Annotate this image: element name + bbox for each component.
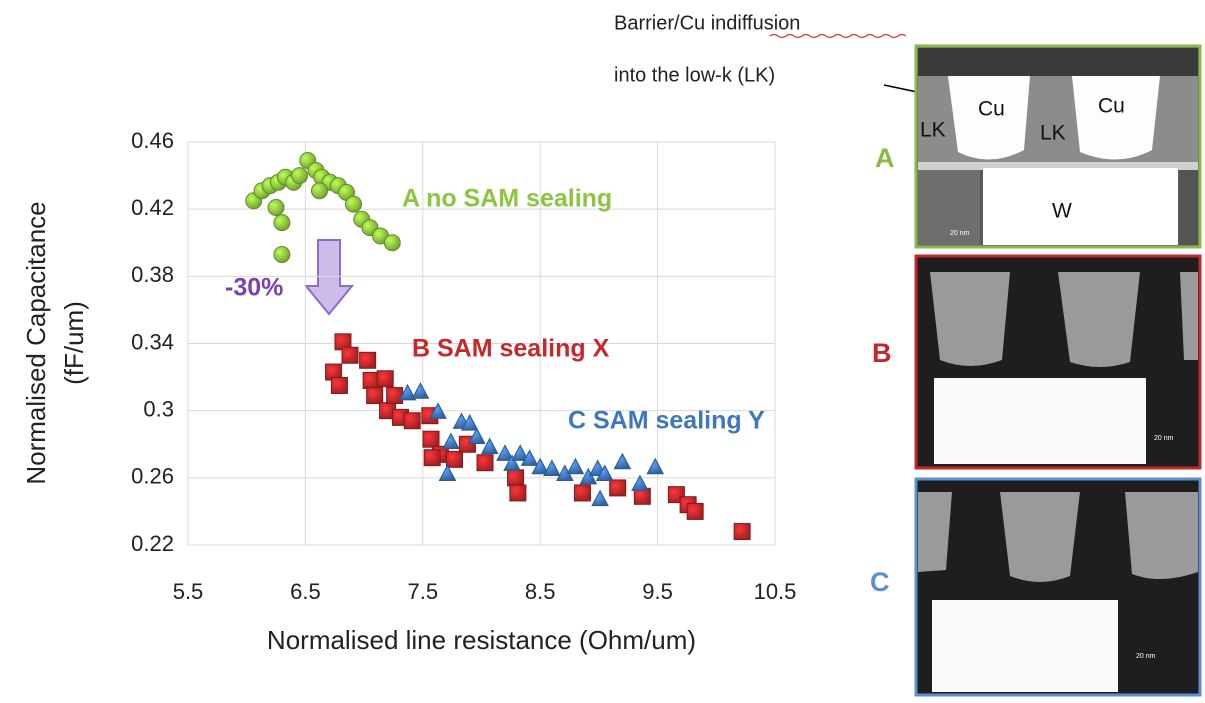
image-label: Cu <box>978 98 1005 121</box>
marker <box>445 450 463 468</box>
marker <box>509 484 527 502</box>
y-tick-label: 0.38 <box>131 262 174 287</box>
marker <box>460 414 479 431</box>
x-tick-label: 8.5 <box>525 579 556 604</box>
scale-bar-label: 20 nm <box>950 230 970 237</box>
marker <box>686 502 704 520</box>
x-tick-label: 7.5 <box>408 579 439 604</box>
x-tick-label: 5.5 <box>173 579 204 604</box>
y-tick-label: 0.46 <box>131 128 174 153</box>
image-label: Cu <box>1098 95 1125 118</box>
panel-b <box>914 254 1202 470</box>
y-tick-label: 0.42 <box>131 195 174 220</box>
marker <box>330 376 348 394</box>
marker <box>566 457 585 475</box>
marker <box>476 454 494 472</box>
note-line: Barrier/Cu indiffusion <box>614 12 800 34</box>
marker <box>423 449 441 467</box>
marker <box>273 214 291 232</box>
y-tick-label: 0.34 <box>131 329 174 354</box>
marker <box>422 430 440 448</box>
marker <box>503 454 521 471</box>
marker <box>573 484 591 502</box>
marker <box>531 457 550 475</box>
marker <box>273 246 291 264</box>
y-tick-label: 0.26 <box>131 464 174 489</box>
series-label: C SAM sealing Y <box>568 407 765 435</box>
marker <box>613 452 632 470</box>
scale-bar-label: 20 nm <box>1136 653 1156 660</box>
marker <box>359 351 377 369</box>
panel-a <box>914 44 1202 249</box>
plot: 0.22 0.26 0.3 0.34 0.38 0.42 0.46 5.5 6.5 7.5 8.5 9… <box>21 128 797 655</box>
marker <box>591 489 609 507</box>
marker <box>442 432 460 450</box>
y-axis-title: (fF/um) <box>59 301 89 385</box>
marker <box>595 464 614 481</box>
marker <box>411 382 430 399</box>
marker <box>341 346 359 364</box>
marker <box>480 437 499 455</box>
marker <box>345 195 363 213</box>
marker <box>438 464 457 481</box>
x-tick-label: 6.5 <box>290 579 321 604</box>
marker <box>609 479 627 497</box>
marker <box>520 449 539 466</box>
marker <box>267 198 285 216</box>
spell-underline <box>769 33 907 39</box>
marker <box>398 383 417 401</box>
marker <box>366 387 384 405</box>
marker <box>631 474 649 492</box>
annotation: -30% <box>225 274 283 302</box>
drop-arrow <box>303 239 355 316</box>
x-tick-label: 10.5 <box>754 579 797 604</box>
series-label: B SAM sealing X <box>412 335 610 363</box>
x-tick-label: 9.5 <box>642 579 673 604</box>
marker <box>310 182 328 200</box>
marker <box>507 469 525 487</box>
image-label: W <box>1052 200 1072 223</box>
marker <box>376 370 394 388</box>
note-line: into the low-k (LK) <box>614 64 775 86</box>
panel-c <box>914 477 1202 697</box>
y-axis-title: Normalised Capacitance <box>21 201 51 484</box>
marker <box>467 427 486 445</box>
panel-label: C <box>870 567 890 597</box>
marker <box>496 444 514 461</box>
image-label: LK <box>920 119 946 142</box>
marker <box>403 412 421 430</box>
marker <box>646 457 665 475</box>
marker <box>511 444 530 461</box>
scale-bar-label: 20 nm <box>1154 435 1174 442</box>
x-axis-title: Normalised line resistance (Ohm/um) <box>267 625 696 655</box>
image-label: LK <box>1040 122 1066 145</box>
marker <box>291 167 309 185</box>
y-tick-label: 0.22 <box>131 531 174 556</box>
panel-label: A <box>875 143 895 173</box>
series-label: A no SAM sealing <box>402 185 612 213</box>
marker <box>543 459 561 476</box>
panel-label: B <box>872 338 892 368</box>
y-tick-label: 0.3 <box>143 396 174 421</box>
marker <box>383 234 401 252</box>
marker <box>733 523 751 541</box>
marker <box>386 387 404 405</box>
marker <box>579 467 598 485</box>
marker <box>429 402 447 419</box>
